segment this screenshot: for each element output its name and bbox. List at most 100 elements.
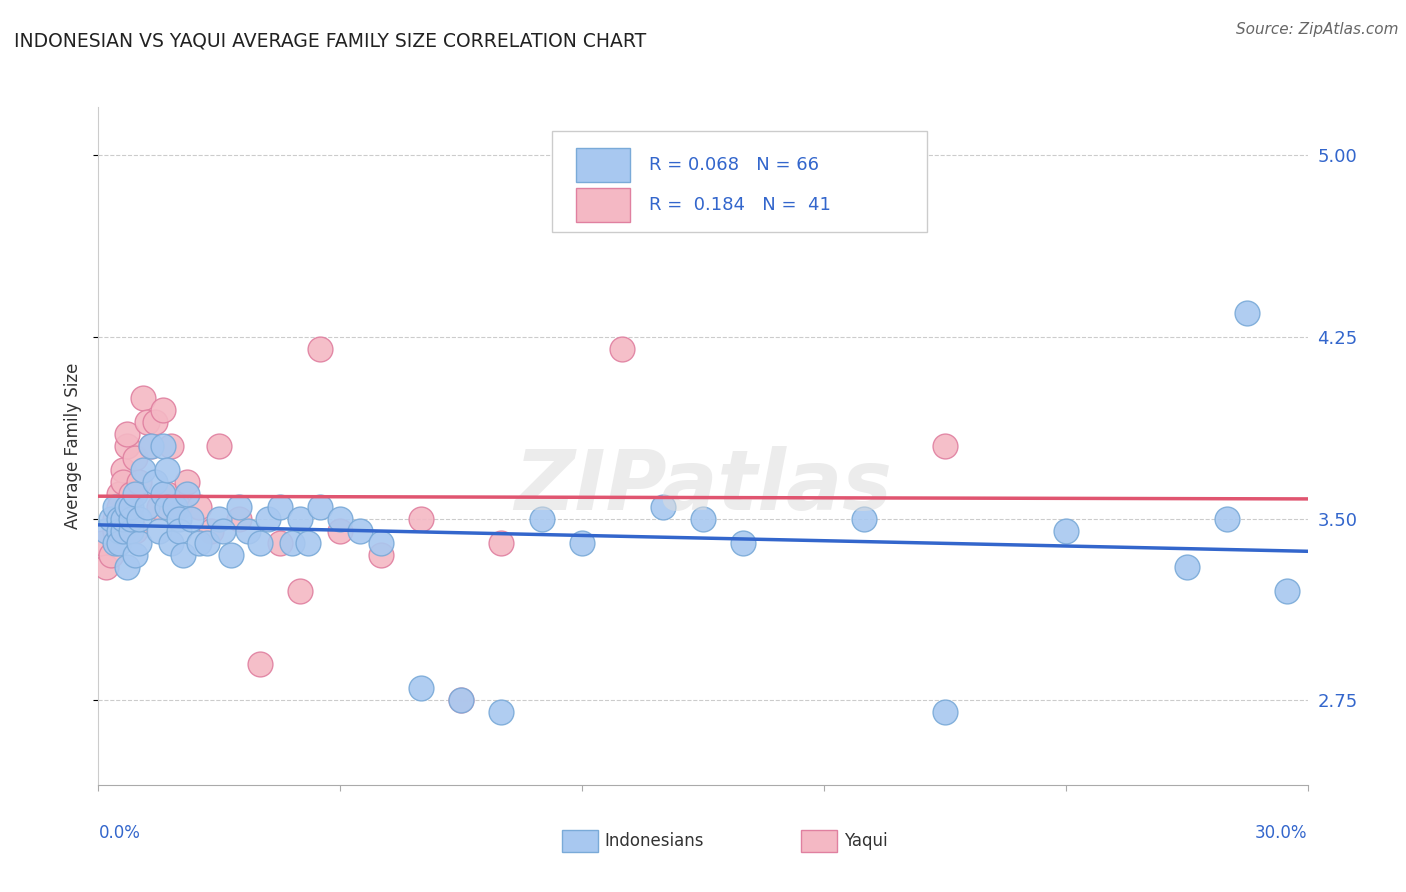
Point	[409, 511, 432, 525]
Point	[733, 536, 755, 550]
Point	[651, 500, 673, 514]
Text: 30.0%: 30.0%	[1256, 824, 1308, 842]
Point	[163, 500, 186, 514]
Point	[612, 342, 634, 356]
Point	[269, 536, 291, 550]
Point	[143, 415, 166, 429]
Point	[135, 500, 157, 514]
Point	[120, 524, 142, 538]
Point	[115, 500, 138, 514]
Point	[288, 584, 311, 599]
Point	[208, 511, 231, 525]
Point	[128, 475, 150, 490]
Point	[107, 487, 129, 501]
Point	[281, 536, 304, 550]
Text: ZIPatlas: ZIPatlas	[515, 446, 891, 527]
Text: Yaqui: Yaqui	[844, 832, 887, 850]
Point	[107, 524, 129, 538]
Point	[188, 536, 211, 550]
Point	[195, 536, 218, 550]
Point	[249, 657, 271, 671]
Point	[491, 706, 513, 720]
Text: 0.0%: 0.0%	[98, 824, 141, 842]
Point	[692, 511, 714, 525]
Point	[228, 511, 250, 525]
Point	[132, 463, 155, 477]
Point	[107, 500, 129, 514]
Point	[221, 548, 243, 562]
Point	[156, 463, 179, 477]
Point	[120, 487, 142, 501]
Point	[91, 536, 114, 550]
Point	[1277, 584, 1299, 599]
Point	[152, 487, 174, 501]
Point	[103, 500, 125, 514]
Point	[124, 487, 146, 501]
Point	[256, 511, 278, 525]
Point	[103, 524, 125, 538]
Point	[100, 548, 122, 562]
Text: R =  0.184   N =  41: R = 0.184 N = 41	[648, 196, 831, 214]
Point	[103, 511, 125, 525]
Point	[96, 524, 118, 538]
Text: R = 0.068   N = 66: R = 0.068 N = 66	[648, 156, 818, 174]
Point	[450, 693, 472, 707]
Point	[160, 536, 183, 550]
Point	[156, 500, 179, 514]
Point	[143, 475, 166, 490]
Point	[329, 524, 352, 538]
Point	[188, 500, 211, 514]
Point	[115, 439, 138, 453]
Point	[180, 511, 202, 525]
Text: Indonesians: Indonesians	[605, 832, 704, 850]
Point	[1236, 306, 1258, 320]
Point	[167, 524, 190, 538]
Point	[111, 475, 134, 490]
Point	[329, 511, 352, 525]
Point	[530, 511, 553, 525]
Point	[370, 548, 392, 562]
Point	[349, 524, 371, 538]
Point	[167, 511, 190, 525]
Point	[152, 439, 174, 453]
Point	[1054, 524, 1077, 538]
Point	[269, 500, 291, 514]
Point	[297, 536, 319, 550]
Point	[120, 511, 142, 525]
Point	[309, 342, 332, 356]
FancyBboxPatch shape	[576, 188, 630, 222]
Point	[156, 487, 179, 501]
Point	[249, 536, 271, 550]
Point	[176, 487, 198, 501]
Point	[120, 511, 142, 525]
Point	[288, 511, 311, 525]
Point	[212, 524, 235, 538]
Point	[124, 451, 146, 466]
FancyBboxPatch shape	[551, 131, 927, 233]
Point	[450, 693, 472, 707]
Point	[107, 511, 129, 525]
Text: Source: ZipAtlas.com: Source: ZipAtlas.com	[1236, 22, 1399, 37]
Point	[120, 500, 142, 514]
Point	[491, 536, 513, 550]
Point	[934, 706, 956, 720]
Point	[1216, 511, 1239, 525]
Point	[167, 500, 190, 514]
Point	[853, 511, 876, 525]
Point	[111, 511, 134, 525]
Point	[176, 475, 198, 490]
Point	[152, 402, 174, 417]
Point	[236, 524, 259, 538]
Point	[370, 536, 392, 550]
Point	[200, 524, 222, 538]
Point	[107, 536, 129, 550]
Point	[571, 536, 593, 550]
Point	[135, 415, 157, 429]
Point	[111, 524, 134, 538]
Point	[103, 536, 125, 550]
Point	[228, 500, 250, 514]
Point	[124, 548, 146, 562]
Point	[409, 681, 432, 695]
Point	[111, 463, 134, 477]
Point	[1175, 560, 1198, 574]
